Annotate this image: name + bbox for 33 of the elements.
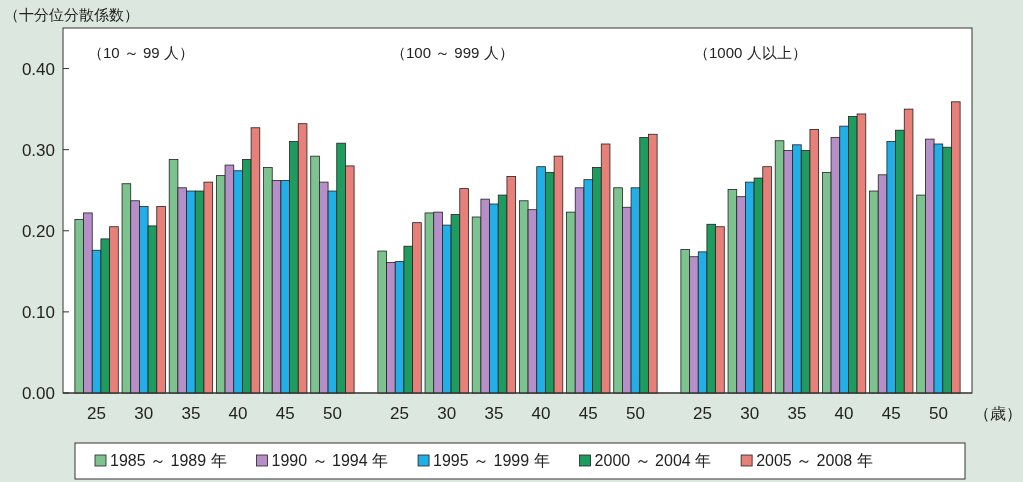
x-tick-label: 25 <box>87 404 107 423</box>
text: （10 ～ 99 人） <box>88 44 194 61</box>
x-tick-label: 35 <box>181 404 201 423</box>
x-tick-label: 30 <box>134 404 154 423</box>
y-axis-title: （十分位分散係数） <box>4 6 139 23</box>
text: （100 ～ 999 人） <box>391 44 514 61</box>
x-tick-label: 40 <box>834 404 854 423</box>
x-tick-label: 45 <box>881 404 901 423</box>
x-tick-label: 35 <box>787 404 807 423</box>
legend-label: 1990 ～ 1994 年 <box>271 452 389 469</box>
legend-label: 1995 ～ 1999 年 <box>433 452 550 469</box>
x-tick-label: 35 <box>484 404 504 423</box>
legend-label: 2000 ～ 2004 年 <box>594 452 712 469</box>
x-tick-label: 45 <box>578 404 598 423</box>
text: （1000 人以上） <box>694 44 807 61</box>
legend-label: 1985 ～ 1989 年 <box>110 452 227 469</box>
x-tick-label: 45 <box>275 404 295 423</box>
x-tick-label: 50 <box>625 404 645 423</box>
x-tick-label: 30 <box>437 404 457 423</box>
x-tick-label: 50 <box>928 404 948 423</box>
y-tick-label: 0.30 <box>21 140 55 160</box>
y-tick-label: 0.40 <box>21 59 55 79</box>
x-tick-label: 40 <box>228 404 248 423</box>
y-tick-label: 0.00 <box>21 384 55 403</box>
y-tick-label: 0.20 <box>21 221 55 241</box>
x-tick-label: 25 <box>390 404 410 423</box>
legend-label: 2005 ～ 2008 年 <box>756 452 873 469</box>
x-tick-label: 40 <box>531 404 551 423</box>
y-tick-label: 0.10 <box>21 302 55 322</box>
x-tick-label: 25 <box>693 404 713 423</box>
x-tick-label: 30 <box>740 404 760 423</box>
x-axis-title: （歳） <box>974 405 1022 422</box>
x-tick-label: 50 <box>322 404 342 423</box>
